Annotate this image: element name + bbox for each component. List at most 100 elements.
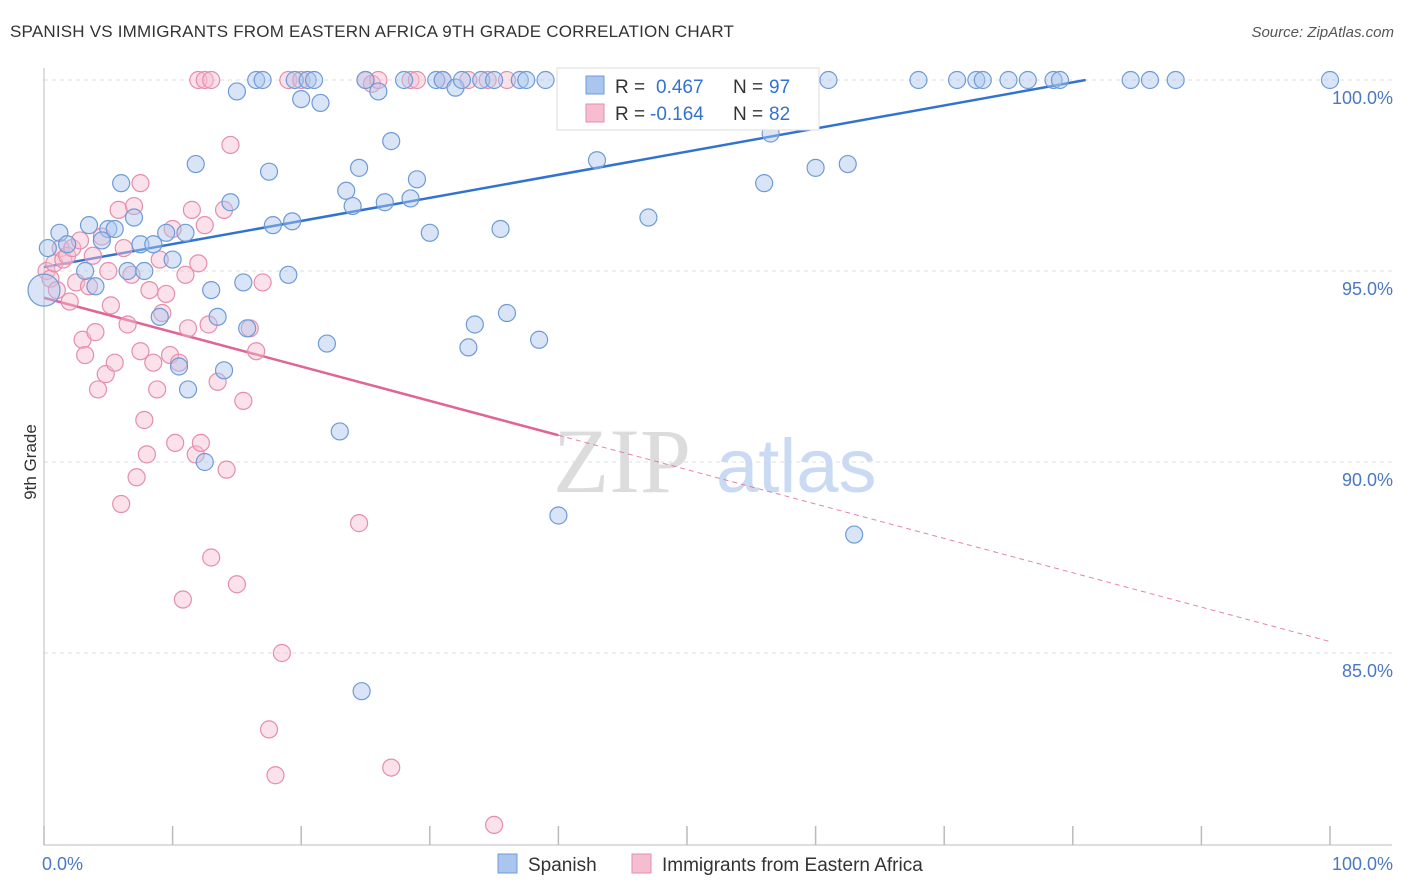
point-spanish [58, 235, 77, 254]
point-spanish [176, 223, 195, 242]
point-eastern-africa [114, 238, 133, 258]
stats-box: R = 0.467 N = 97 R = -0.164 N = 82 [556, 67, 820, 131]
point-spanish [27, 273, 61, 307]
point-eastern-africa [407, 70, 427, 90]
point-spanish [124, 208, 144, 227]
point-eastern-africa [79, 277, 99, 296]
point-spanish [92, 231, 111, 250]
point-spanish [163, 250, 182, 269]
stats-n-label-spanish: N = [733, 77, 763, 98]
point-eastern-africa [105, 353, 124, 372]
point-eastern-africa [382, 758, 401, 777]
axes [43, 68, 1392, 846]
point-spanish [311, 93, 330, 113]
point-eastern-africa [135, 410, 154, 430]
point-spanish [465, 315, 484, 334]
stats-n-label-eastern-africa: N = [733, 104, 763, 125]
point-spanish [806, 158, 825, 177]
point-eastern-africa [191, 433, 210, 452]
stats-r-spanish: 0.467 [656, 77, 704, 98]
point-eastern-africa [214, 200, 234, 219]
point-spanish [420, 223, 439, 242]
point-eastern-africa [101, 296, 120, 315]
point-spanish [510, 70, 529, 90]
point-eastern-africa [176, 265, 195, 284]
point-spanish [517, 70, 536, 90]
point-spanish [349, 158, 369, 177]
point-spanish [292, 89, 311, 109]
point-spanish [401, 189, 420, 208]
point-spanish [1044, 70, 1063, 90]
point-eastern-africa [166, 433, 185, 452]
point-eastern-africa [227, 575, 246, 594]
point-spanish [491, 219, 510, 239]
point-eastern-africa [217, 460, 236, 479]
point-spanish [238, 319, 257, 338]
point-eastern-africa [140, 281, 159, 300]
point-eastern-africa [266, 766, 285, 785]
point-spanish [112, 174, 131, 193]
point-eastern-africa [189, 254, 208, 273]
point-eastern-africa [234, 391, 253, 410]
chart-title: SPANISH VS IMMIGRANTS FROM EASTERN AFRIC… [10, 22, 735, 41]
stats-r-label-spanish: R = [615, 77, 645, 98]
point-spanish [819, 70, 838, 90]
point-spanish [285, 70, 304, 90]
y-axis-label: 9th Grade [21, 424, 40, 500]
x-tick-label-min: 0.0% [42, 854, 83, 874]
stats-n-eastern-africa: 82 [769, 104, 790, 125]
point-eastern-africa [99, 261, 118, 281]
legend: Spanish Immigrants from Eastern Africa [497, 853, 923, 876]
point-spanish [304, 70, 324, 90]
point-spanish [536, 70, 555, 90]
trend-line-spanish [43, 78, 1086, 269]
point-spanish [967, 70, 986, 90]
point-spanish [947, 70, 967, 90]
point-spanish [973, 70, 992, 90]
point-spanish [472, 70, 491, 90]
point-spanish [247, 70, 266, 90]
y-tick-label: 85.0% [1342, 661, 1393, 681]
point-spanish [356, 70, 375, 90]
point-eastern-africa [173, 590, 192, 609]
trend-line-eastern-africa-extension [558, 434, 1331, 643]
point-spanish [144, 235, 163, 254]
stats-swatch-spanish [585, 75, 605, 95]
trend-line-eastern-africa [43, 296, 559, 437]
point-eastern-africa [109, 200, 128, 219]
point-eastern-africa [485, 815, 504, 835]
point-spanish [459, 338, 478, 357]
point-eastern-africa [178, 319, 198, 338]
point-eastern-africa [131, 342, 150, 361]
point-spanish [131, 235, 150, 254]
point-spanish [427, 70, 446, 90]
trend-lines [43, 78, 1331, 643]
watermark-atlas: atlas [716, 424, 877, 509]
point-spanish [221, 193, 240, 212]
point-spanish [343, 196, 362, 216]
y-tick-label: 90.0% [1342, 470, 1393, 490]
point-spanish [298, 70, 317, 90]
gridlines [44, 79, 1392, 654]
point-eastern-africa [137, 445, 156, 464]
stats-swatch-eastern-africa [585, 103, 605, 123]
point-spanish [195, 452, 214, 472]
point-spanish [485, 70, 504, 90]
legend-label-spanish: Spanish [528, 855, 597, 876]
point-spanish [178, 380, 198, 399]
point-eastern-africa [478, 70, 497, 90]
point-eastern-africa [47, 281, 66, 300]
point-spanish [169, 357, 189, 376]
legend-swatch-eastern-africa [631, 853, 652, 874]
point-eastern-africa [112, 494, 131, 514]
point-spanish [99, 219, 118, 239]
point-eastern-africa [202, 70, 221, 90]
point-spanish [330, 422, 349, 441]
point-eastern-africa [131, 174, 150, 193]
point-spanish [999, 70, 1018, 90]
point-eastern-africa [349, 514, 369, 533]
point-eastern-africa [127, 468, 146, 487]
point-eastern-africa [169, 353, 189, 372]
point-spanish [497, 303, 517, 323]
point-spanish [259, 162, 279, 181]
